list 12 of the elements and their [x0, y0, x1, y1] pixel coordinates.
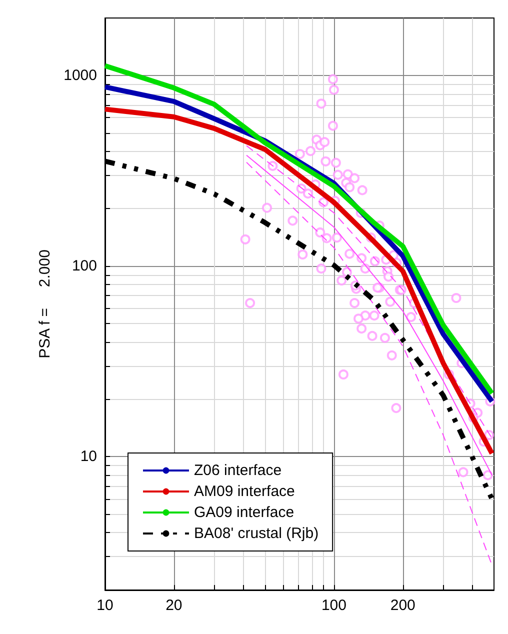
x-tick-label: 100 [321, 597, 346, 614]
y-tick-label: 100 [72, 258, 97, 275]
y-tick-label: 1000 [64, 66, 97, 84]
y-axis-title: PSA f = 2.000 [36, 250, 54, 358]
legend-label: GA09 interface [194, 504, 294, 521]
x-tick-label: 10 [96, 597, 114, 614]
legend-label: BA08' crustal (Rjb) [194, 525, 319, 542]
x-tick-label: 200 [390, 597, 416, 614]
y-tick-label: 10 [80, 448, 97, 466]
legend-label: Z06 interface [194, 462, 282, 479]
x-tick-label: 20 [166, 597, 182, 614]
legend-label: AM09 interface [194, 483, 295, 500]
